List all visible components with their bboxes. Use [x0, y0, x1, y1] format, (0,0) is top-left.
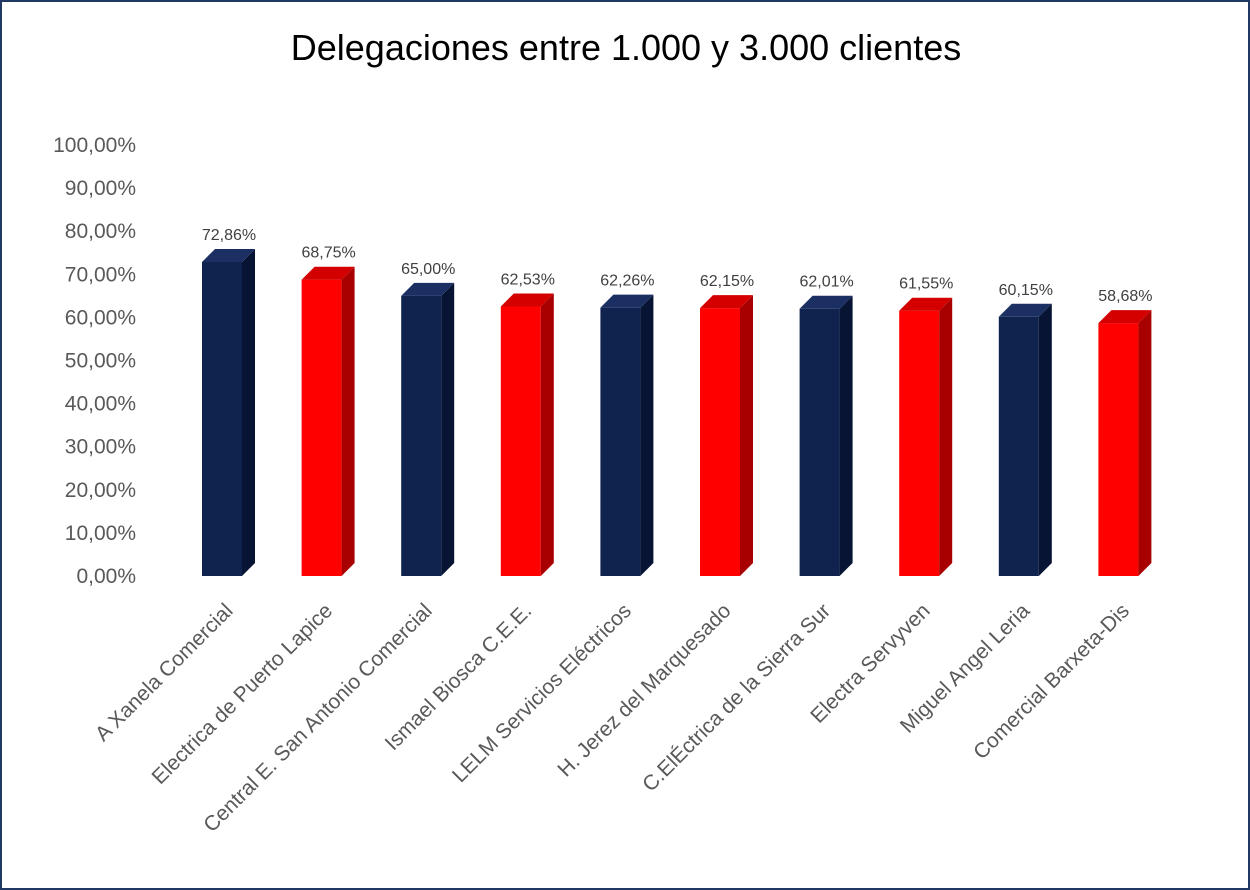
- bar-top: [700, 295, 753, 309]
- bar-side: [242, 248, 255, 577]
- bar: [401, 282, 455, 576]
- bar-front: [301, 279, 342, 576]
- data-label: 62,26%: [600, 273, 654, 290]
- bar-front: [600, 307, 641, 576]
- data-labels: 72,86% 68,75% 65,00% 62,53% 62,26% 62,15% 62,0…: [202, 227, 1153, 305]
- bar-top: [1098, 310, 1152, 324]
- bar-top: [301, 266, 355, 280]
- x-category-label: Electrica de Puerto Lapice: [148, 599, 338, 789]
- data-label: 62,01%: [799, 274, 853, 291]
- bar: [799, 295, 853, 576]
- bar-top: [401, 282, 455, 296]
- chart-title: Delegaciones entre 1.000 y 3.000 cliente…: [291, 27, 961, 68]
- bar-side: [839, 295, 853, 576]
- x-category-label: LELM Servicios Eléctricos: [448, 599, 636, 787]
- y-tick-label: 50,00%: [65, 350, 136, 373]
- bar-side: [640, 294, 654, 576]
- y-tick-label: 20,00%: [65, 479, 136, 502]
- bar-front: [700, 308, 740, 576]
- bar-front: [401, 295, 442, 576]
- bar: [301, 266, 355, 576]
- data-label: 61,55%: [899, 276, 953, 293]
- bar-top: [500, 293, 554, 307]
- y-tick-label: 100,00%: [53, 134, 136, 157]
- y-tick-label: 40,00%: [65, 393, 136, 416]
- x-category-label: H. Jerez del Marquesado: [553, 599, 735, 781]
- data-label: 60,15%: [999, 282, 1053, 299]
- bar: [1098, 310, 1152, 576]
- bar-front: [202, 261, 242, 576]
- data-label: 58,68%: [1098, 288, 1152, 305]
- data-label: 68,75%: [301, 245, 355, 262]
- bar-side: [1138, 310, 1152, 576]
- bar-front: [1098, 323, 1139, 576]
- bar: [600, 294, 654, 576]
- bar: [998, 303, 1052, 576]
- bar: [500, 293, 554, 576]
- bar: [700, 295, 753, 576]
- y-tick-label: 60,00%: [65, 306, 136, 329]
- bar: [202, 248, 255, 577]
- bar-side: [540, 293, 554, 576]
- y-tick-label: 90,00%: [65, 177, 136, 200]
- y-tick-label: 70,00%: [65, 263, 136, 286]
- y-tick-label: 80,00%: [65, 220, 136, 243]
- bar-top: [998, 303, 1052, 317]
- y-axis: 0,00% 10,00% 20,00% 30,00% 40,00% 50,00% 60,00…: [53, 134, 136, 588]
- bar-side: [939, 297, 953, 576]
- bar-side: [341, 266, 355, 576]
- data-label: 72,86%: [202, 227, 256, 244]
- bar-side: [1038, 303, 1052, 576]
- bar-top: [600, 294, 654, 308]
- y-tick-label: 10,00%: [65, 522, 136, 545]
- y-tick-label: 30,00%: [65, 436, 136, 459]
- data-label: 65,00%: [401, 261, 455, 278]
- data-label: 62,53%: [501, 271, 555, 288]
- bar-front: [998, 316, 1039, 576]
- bar-top: [799, 295, 853, 309]
- bar-front: [799, 308, 840, 576]
- bar-front: [500, 306, 541, 576]
- x-category-label: C.ElÉctrica de la Sierra Sur: [638, 599, 835, 796]
- bar-side: [441, 282, 455, 576]
- bar-side: [740, 295, 753, 576]
- data-label: 62,15%: [700, 273, 754, 290]
- bar-top: [202, 248, 255, 262]
- bar-top: [899, 297, 953, 311]
- bars: [202, 248, 1152, 577]
- bar: [899, 297, 953, 576]
- bar-front: [899, 310, 940, 576]
- y-tick-label: 0,00%: [76, 565, 136, 588]
